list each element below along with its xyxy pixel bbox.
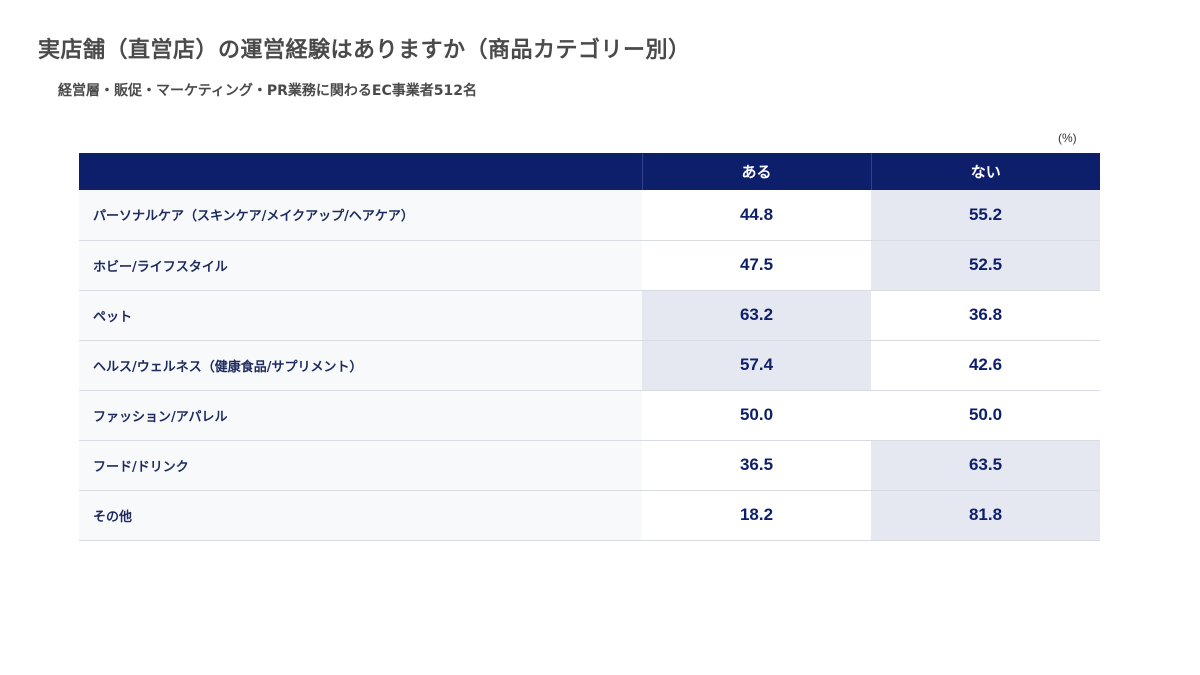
column-header-yes: ある [642, 153, 872, 190]
value-cell-yes: 36.5 [642, 440, 871, 491]
value-cell-yes: 44.8 [642, 190, 871, 241]
row-category-label: ヘルス/ウェルネス（健康食品/サプリメント） [79, 340, 642, 391]
value-cell-no: 36.8 [871, 290, 1100, 341]
chart-title: 実店舗（直営店）の運営経験はありますか（商品カテゴリー別） [38, 38, 691, 63]
value-cell-yes: 18.2 [642, 490, 871, 541]
value-cell-yes: 57.4 [642, 340, 871, 391]
table-row: ヘルス/ウェルネス（健康食品/サプリメント） 57.4 42.6 [79, 340, 1100, 391]
row-category-label: ホビー/ライフスタイル [79, 240, 642, 291]
table-header-row: ある ない [79, 153, 1100, 190]
table-row: ペット 63.2 36.8 [79, 290, 1100, 341]
row-category-label: フード/ドリンク [79, 440, 642, 491]
value-cell-yes: 63.2 [642, 290, 871, 341]
row-category-label: ファッション/アパレル [79, 390, 642, 441]
table-row: パーソナルケア（スキンケア/メイクアップ/ヘアケア） 44.8 55.2 [79, 190, 1100, 241]
data-table: ある ない パーソナルケア（スキンケア/メイクアップ/ヘアケア） 44.8 55.2… [79, 153, 1100, 541]
table-row: その他 18.2 81.8 [79, 490, 1100, 541]
value-cell-no: 42.6 [871, 340, 1100, 391]
row-category-label: パーソナルケア（スキンケア/メイクアップ/ヘアケア） [79, 190, 642, 241]
value-cell-no: 63.5 [871, 440, 1100, 491]
value-cell-no: 81.8 [871, 490, 1100, 541]
chart-subtitle: 経営層・販促・マーケティング・PR業務に関わるEC事業者512名 [58, 83, 477, 99]
value-cell-yes: 47.5 [642, 240, 871, 291]
table-body: パーソナルケア（スキンケア/メイクアップ/ヘアケア） 44.8 55.2 ホビー/ライ… [79, 190, 1100, 541]
column-header-no: ない [970, 163, 1001, 181]
row-category-label: その他 [79, 490, 642, 541]
table-row: フード/ドリンク 36.5 63.5 [79, 440, 1100, 491]
header-corner-cell [79, 153, 643, 190]
value-cell-no: 50.0 [871, 390, 1100, 441]
unit-label: (%) [1058, 131, 1077, 145]
value-cell-no: 52.5 [871, 240, 1100, 291]
row-category-label: ペット [79, 290, 642, 341]
table-row: ファッション/アパレル 50.0 50.0 [79, 390, 1100, 441]
value-cell-yes: 50.0 [642, 390, 871, 441]
value-cell-no: 55.2 [871, 190, 1100, 241]
table-row: ホビー/ライフスタイル 47.5 52.5 [79, 240, 1100, 291]
